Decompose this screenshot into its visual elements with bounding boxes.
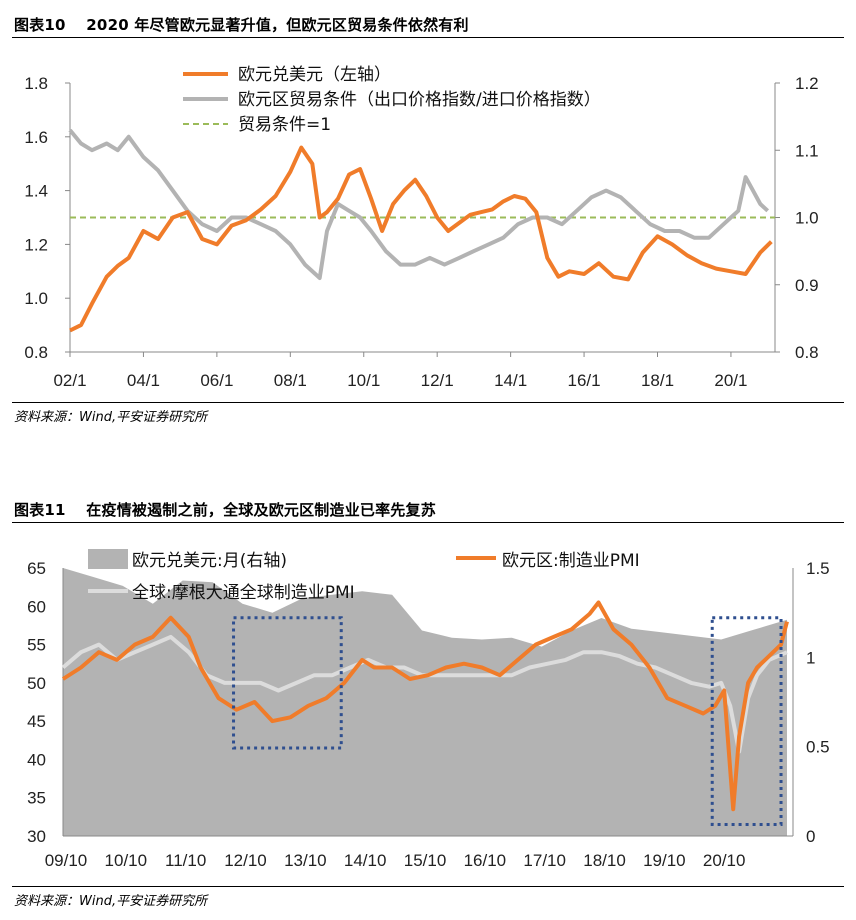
x-tick-label: 08/1 <box>274 371 307 390</box>
left-tick-label: 40 <box>27 750 46 769</box>
left-tick-label: 60 <box>27 597 46 616</box>
figure11-source: 资料来源：Wind,平安证券研究所 <box>14 894 208 909</box>
left-tick-label: 65 <box>27 559 46 578</box>
left-tick-label: 1.6 <box>24 128 48 147</box>
x-tick-label: 13/10 <box>284 851 327 870</box>
left-tick-label: 55 <box>27 636 46 655</box>
figure10-title: 图表10 2020 年尽管欧元显著升值，但欧元区贸易条件依然有利 <box>14 16 469 34</box>
figure10-chart: 0.8 1.0 1.2 1.4 1.6 1.8 0.8 0.9 1.0 1.1 1.2 02/1 04/… <box>24 65 819 390</box>
x-tick-label: 10/10 <box>105 851 148 870</box>
x-tick-label: 18/10 <box>583 851 626 870</box>
x-tick-label: 09/10 <box>45 851 88 870</box>
series-eurusd-area <box>63 568 787 836</box>
legend-swatch-eurusd <box>88 549 128 569</box>
left-tick-label: 45 <box>27 712 46 731</box>
left-tick-label: 1.4 <box>24 182 48 201</box>
legend-label-eurusd: 欧元兑美元（左轴） <box>238 65 391 85</box>
legend-label-eurusd: 欧元兑美元:月(右轴) <box>132 551 287 571</box>
legend-label-ref: 贸易条件=1 <box>238 115 331 135</box>
x-tick-label: 16/1 <box>568 371 601 390</box>
right-tick-label: 0.5 <box>806 738 830 757</box>
left-tick-label: 30 <box>27 827 46 846</box>
x-tick-label: 14/10 <box>344 851 387 870</box>
figure11-title: 图表11 在疫情被遏制之前，全球及欧元区制造业已率先复苏 <box>14 501 436 519</box>
x-tick-label: 06/1 <box>200 371 233 390</box>
series-eurozone-pmi <box>61 600 789 812</box>
x-tick-label: 15/10 <box>404 851 447 870</box>
left-tick-label: 1.8 <box>24 74 48 93</box>
left-tick-label: 35 <box>27 789 46 808</box>
right-tick-label: 1 <box>806 648 815 667</box>
left-tick-label: 50 <box>27 674 46 693</box>
left-tick-label: 1.2 <box>24 235 48 254</box>
right-tick-label: 1.1 <box>795 141 819 160</box>
series-eurusd <box>69 145 773 333</box>
figure11-title-rule <box>12 522 844 523</box>
right-tick-label: 0 <box>806 827 815 846</box>
series-global-pmi <box>61 634 788 754</box>
series-terms-of-trade <box>68 128 770 280</box>
x-tick-label: 20/10 <box>703 851 746 870</box>
right-tick-label: 1.0 <box>795 209 819 228</box>
right-tick-label: 1.5 <box>806 559 830 578</box>
x-tick-label: 10/1 <box>347 371 380 390</box>
right-tick-label: 0.8 <box>795 343 819 362</box>
figure10-title-rule <box>12 37 844 38</box>
legend-label-ez-pmi: 欧元区:制造业PMI <box>502 551 640 571</box>
x-tick-label: 12/1 <box>421 371 454 390</box>
legend-label-global-pmi: 全球:摩根大通全球制造业PMI <box>132 583 355 603</box>
highlight-box <box>710 616 783 827</box>
right-tick-label: 0.9 <box>795 276 819 295</box>
left-tick-label: 1.0 <box>24 289 48 308</box>
x-tick-label: 16/10 <box>464 851 507 870</box>
x-tick-label: 14/1 <box>494 371 527 390</box>
figure11-source-rule <box>12 886 844 887</box>
x-tick-label: 19/10 <box>643 851 686 870</box>
x-tick-label: 12/10 <box>224 851 267 870</box>
x-tick-label: 11/10 <box>165 851 206 870</box>
legend-label-tot: 欧元区贸易条件（出口价格指数/进口价格指数） <box>238 90 601 110</box>
x-tick-label: 04/1 <box>127 371 160 390</box>
x-tick-label: 20/1 <box>714 371 747 390</box>
x-tick-label: 02/1 <box>53 371 86 390</box>
figure10-source: 资料来源：Wind,平安证券研究所 <box>14 410 208 425</box>
x-tick-label: 18/1 <box>641 371 674 390</box>
x-tick-label: 17/10 <box>523 851 566 870</box>
figure10-source-rule <box>12 402 844 403</box>
right-tick-label: 1.2 <box>795 74 819 93</box>
left-tick-label: 0.8 <box>24 343 48 362</box>
